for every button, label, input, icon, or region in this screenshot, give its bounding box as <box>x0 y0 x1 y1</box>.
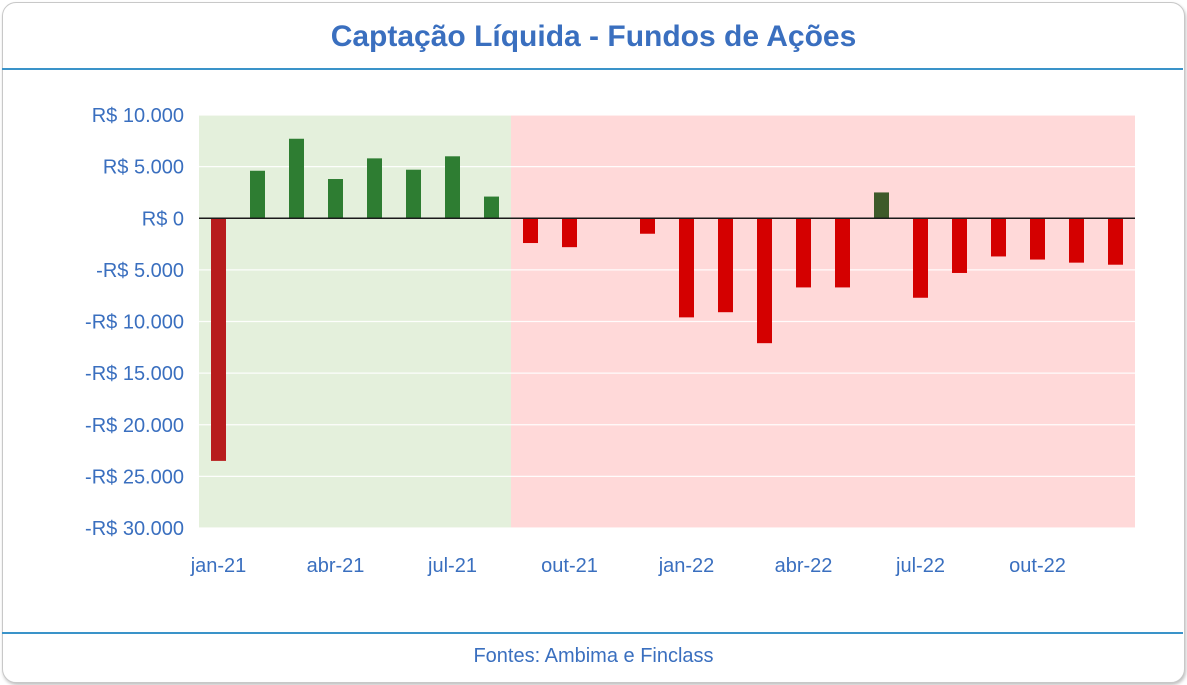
x-tick-label: jul-22 <box>895 555 945 577</box>
title-divider <box>2 68 1183 70</box>
y-tick-label: -R$ 5.000 <box>96 260 184 282</box>
bar-jun-21 <box>406 169 421 219</box>
bar-set-22 <box>991 218 1006 257</box>
bar-mar-22 <box>757 218 772 344</box>
bar-jun-22 <box>874 192 889 219</box>
x-tick-label: jan-21 <box>190 555 247 577</box>
x-tick-label: out-21 <box>541 555 598 577</box>
y-tick-label: -R$ 30.000 <box>85 518 184 540</box>
chart-title: Captação Líquida - Fundos de Ações <box>330 20 857 53</box>
y-tick-label: R$ 0 <box>142 208 184 230</box>
bar-nov-22 <box>1069 218 1084 263</box>
bar-mai-22 <box>835 218 850 288</box>
y-tick-label: R$ 10.000 <box>92 105 184 127</box>
y-tick-label: R$ 5.000 <box>103 157 184 179</box>
bar-jan-22 <box>679 218 694 318</box>
bar-dez-21 <box>640 218 655 234</box>
y-tick-label: -R$ 10.000 <box>85 312 184 334</box>
bar-ago-22 <box>952 218 967 273</box>
y-tick-label: -R$ 20.000 <box>85 415 184 437</box>
y-tick-label: -R$ 25.000 <box>85 466 184 488</box>
source-note: Fontes: Ambima e Finclass <box>473 645 714 667</box>
bar-mai-21 <box>367 158 382 219</box>
bar-jul-22 <box>913 218 928 298</box>
bar-jul-21 <box>445 156 460 219</box>
bar-fev-21 <box>250 170 265 219</box>
x-tick-label: abr-21 <box>307 555 365 577</box>
bar-out-22 <box>1030 218 1045 260</box>
bar-ago-21 <box>484 196 499 219</box>
bar-set-21 <box>523 218 538 244</box>
bar-abr-22 <box>796 218 811 288</box>
x-tick-label: jul-21 <box>427 555 477 577</box>
x-tick-label: jan-22 <box>658 555 715 577</box>
x-tick-label: abr-22 <box>775 555 833 577</box>
bar-fev-22 <box>718 218 733 313</box>
bar-dez-22 <box>1108 218 1123 265</box>
bar-mar-21 <box>289 138 304 219</box>
footer-divider <box>2 632 1183 634</box>
y-tick-label: -R$ 15.000 <box>85 363 184 385</box>
bar-out-21 <box>562 218 577 248</box>
bar-abr-21 <box>328 179 343 219</box>
x-tick-label: out-22 <box>1009 555 1066 577</box>
bar-jan-21 <box>211 218 226 461</box>
